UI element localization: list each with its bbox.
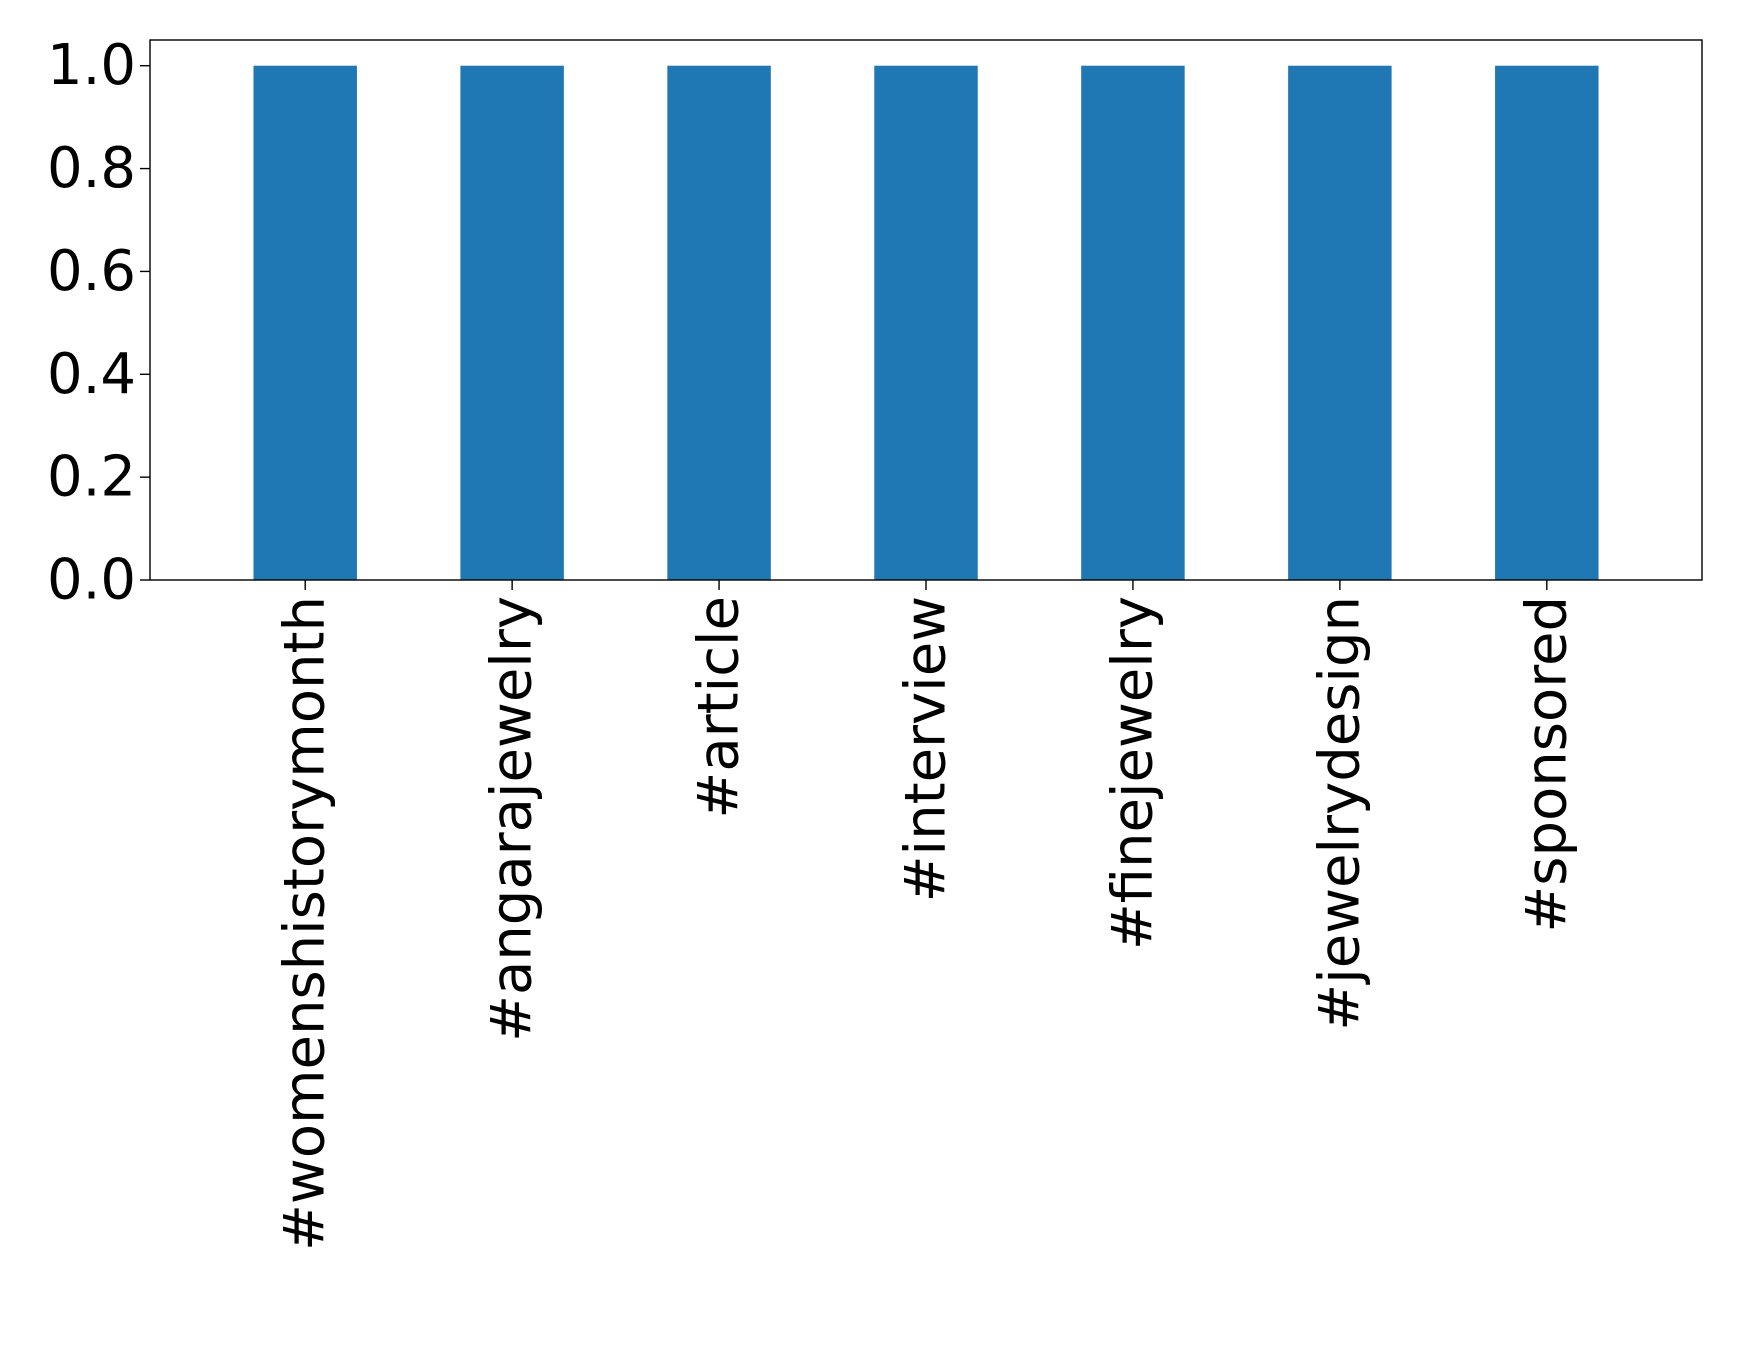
y-tick-label: 0.4 [47,342,136,407]
x-axis: #womenshistorymonth #angarajewelry #articl… [273,580,1579,1251]
bar-article [667,65,771,580]
bars-layer [253,65,1599,580]
bar-womenshistorymonth [253,65,357,580]
y-tick-label: 0.8 [47,136,136,201]
x-tick-label: #jewelrydesign [1307,596,1372,1031]
bar-interview [874,65,978,580]
bar-jewelrydesign [1288,65,1392,580]
bar-sponsored [1495,65,1599,580]
y-axis: 0.0 0.2 0.4 0.6 0.8 1.0 [47,33,150,613]
x-tick-label: #angarajewelry [480,596,545,1042]
plot-frame [149,39,1703,581]
bar-angarajewelry [460,65,564,580]
x-tick-label: #womenshistorymonth [273,596,338,1251]
x-tick-label: #article [687,596,752,819]
y-tick-label: 0.2 [47,445,136,510]
x-tick-label: #finejewelry [1100,596,1165,950]
y-tick-label: 0.0 [47,548,136,613]
bar-finejewelry [1081,65,1185,580]
x-tick-label: #sponsored [1514,596,1579,933]
x-tick-label: #interview [894,596,959,902]
y-tick-label: 1.0 [47,33,136,98]
y-tick-label: 0.6 [47,239,136,304]
